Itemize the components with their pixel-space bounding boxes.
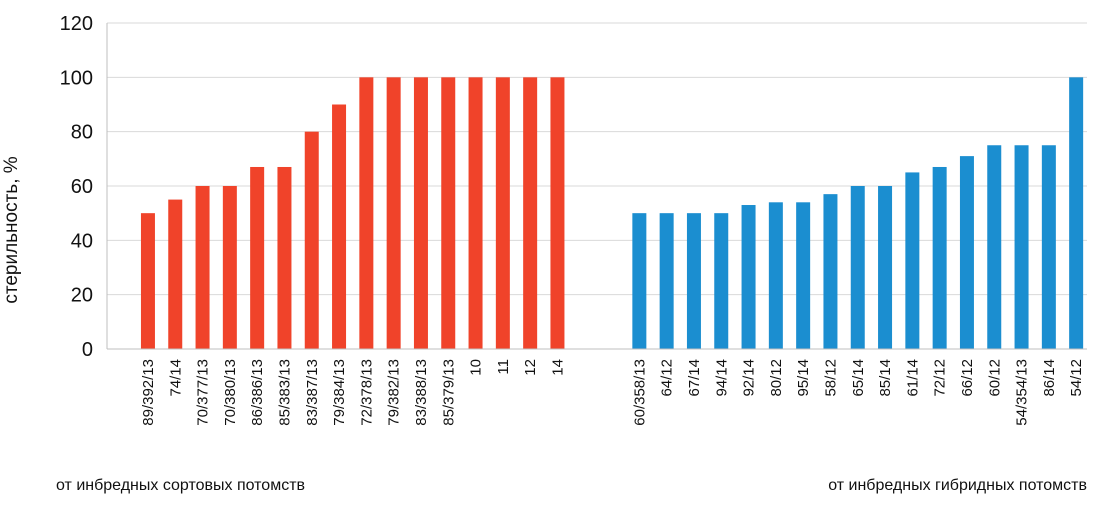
x-tick-label: 66/12	[959, 359, 976, 397]
y-tick-labels: 0 20 40 60 80 100 120	[60, 13, 93, 361]
y-axis-title: стерильность, %	[1, 156, 22, 303]
x-tick-label: 14	[549, 359, 566, 376]
x-tick-label: 67/14	[686, 359, 703, 397]
bar	[332, 104, 347, 349]
bar	[304, 131, 319, 349]
x-tick-label: 86/386/13	[249, 359, 266, 426]
x-tick-label: 65/14	[850, 359, 867, 397]
x-tick-label: 61/14	[904, 359, 921, 397]
bar	[550, 77, 565, 349]
bar	[741, 205, 756, 349]
bar	[386, 77, 401, 349]
y-tick-label: 100	[60, 67, 93, 89]
bar	[495, 77, 510, 349]
x-tick-label: 85/14	[877, 359, 894, 397]
bar	[905, 172, 920, 349]
bar	[959, 156, 974, 349]
bar	[413, 77, 428, 349]
y-tick-label: 80	[71, 122, 93, 144]
x-tick-label: 12	[522, 359, 539, 376]
bar	[168, 199, 183, 349]
bar	[250, 166, 265, 349]
bar	[714, 213, 729, 349]
x-tick-label: 85/383/13	[276, 359, 293, 426]
bar	[850, 186, 865, 349]
group-label-varietal: от инбредных сортовых потомств	[56, 477, 305, 494]
bar	[359, 77, 374, 349]
y-tick-label: 0	[82, 339, 93, 361]
x-tick-label: 58/12	[822, 359, 839, 397]
bar	[932, 166, 947, 349]
x-tick-label: 54/12	[1068, 359, 1085, 397]
bar	[768, 202, 783, 349]
bar	[796, 202, 811, 349]
x-tick-label: 79/382/13	[386, 359, 403, 426]
bar	[441, 77, 456, 349]
category-labels: 89/392/13 74/14 70/377/13 70/380/13 86/386/1…	[140, 359, 1085, 426]
x-tick-label: 72/12	[932, 359, 949, 397]
x-tick-label: 86/14	[1041, 359, 1058, 397]
grid-lines	[107, 22, 1087, 296]
x-tick-label: 74/14	[167, 359, 184, 397]
bar	[823, 194, 838, 349]
x-tick-label: 80/12	[768, 359, 785, 397]
x-tick-label: 54/354/13	[1014, 359, 1031, 426]
bar	[659, 213, 674, 349]
x-tick-label: 95/14	[795, 359, 812, 397]
x-tick-label: 89/392/13	[140, 359, 157, 426]
axes	[106, 23, 1087, 350]
bar	[632, 213, 647, 349]
y-tick-label: 60	[71, 176, 93, 198]
bar	[987, 145, 1002, 349]
x-tick-label: 70/380/13	[222, 359, 239, 426]
x-tick-label: 72/378/13	[358, 359, 375, 426]
group-label-hybrid: от инбредных гибридных потомств	[828, 477, 1087, 494]
bars	[140, 77, 1084, 349]
bar	[1041, 145, 1056, 349]
x-tick-label: 79/384/13	[331, 359, 348, 426]
bar	[686, 213, 701, 349]
bar	[1069, 77, 1084, 349]
x-tick-label: 85/379/13	[440, 359, 457, 426]
x-tick-label: 64/12	[659, 359, 676, 397]
x-tick-label: 60/12	[986, 359, 1003, 397]
bar	[195, 186, 210, 349]
x-tick-label: 92/14	[741, 359, 758, 397]
x-tick-label: 60/358/13	[631, 359, 648, 426]
x-tick-label: 94/14	[713, 359, 730, 397]
bar	[277, 166, 292, 349]
bar	[1014, 145, 1029, 349]
x-tick-label: 11	[495, 359, 512, 375]
bar	[222, 186, 237, 349]
bar	[878, 186, 893, 349]
y-tick-label: 20	[71, 285, 93, 307]
y-tick-label: 120	[60, 13, 93, 35]
bar	[523, 77, 538, 349]
bar	[468, 77, 483, 349]
bar	[140, 213, 155, 349]
x-tick-label: 70/377/13	[195, 359, 212, 426]
x-tick-label: 83/388/13	[413, 359, 430, 426]
y-tick-label: 40	[71, 230, 93, 252]
x-tick-label: 83/387/13	[304, 359, 321, 426]
x-tick-label: 10	[468, 359, 485, 376]
